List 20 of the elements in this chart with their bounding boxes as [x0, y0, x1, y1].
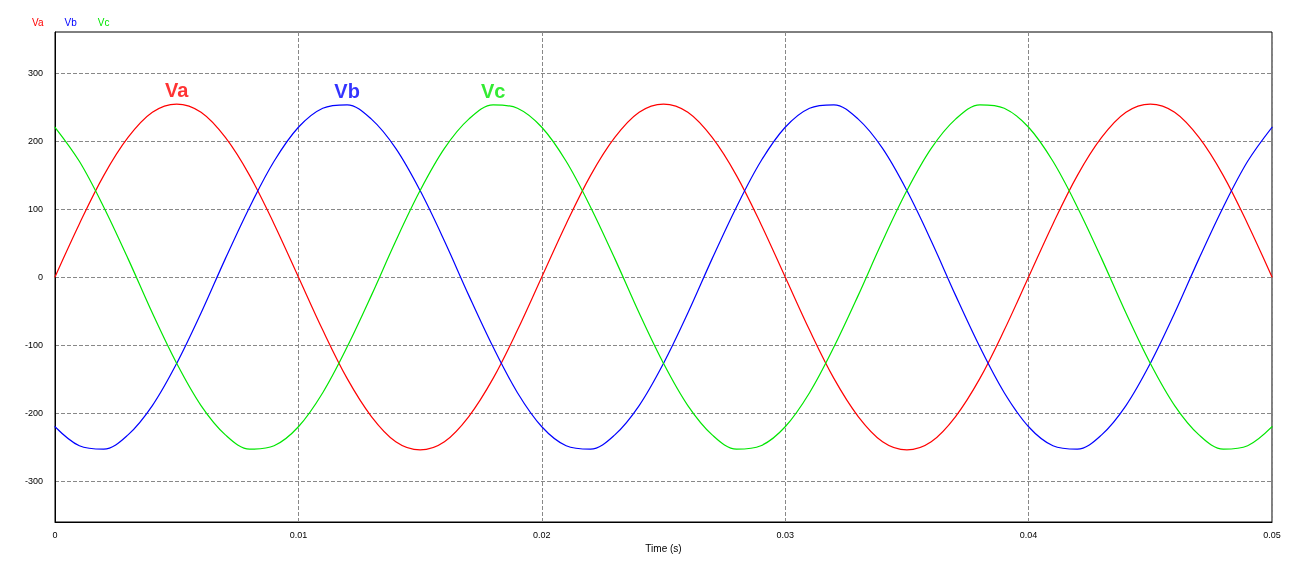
text: Vb [64, 16, 78, 28]
x-tick-label: 0.01 [289, 529, 308, 540]
y-tick-label: 100 [27, 203, 43, 214]
annotation: Vc [480, 79, 506, 102]
y-tick-label: 200 [27, 135, 43, 146]
x-tick-label: 0.03 [776, 529, 794, 540]
y-tick-label: -300 [24, 476, 43, 487]
x-axis-title: Time (s) [645, 543, 682, 555]
y-tick-label: -100 [24, 340, 43, 351]
x-tick-label: 0 [52, 529, 58, 540]
y-tick-label: 0 [37, 272, 43, 282]
y-tick-label: 300 [27, 67, 43, 78]
text: Va [32, 16, 44, 28]
annotation: Va [165, 79, 190, 102]
x-tick-label: 0.02 [533, 529, 551, 540]
x-tick-label: 0.05 [1263, 529, 1281, 540]
x-tick-label: 0.04 [1019, 529, 1038, 540]
y-tick-label: -200 [24, 408, 43, 419]
annotation: Vb [334, 79, 360, 102]
text: Vc [97, 16, 110, 28]
